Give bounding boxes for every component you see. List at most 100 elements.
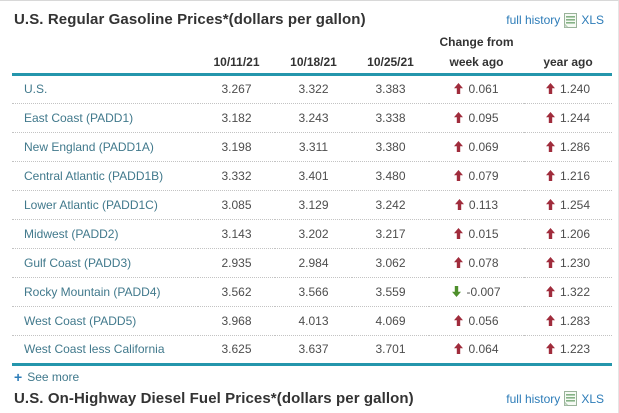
price-value-cell: 3.129 [298, 197, 329, 212]
up-arrow-icon [454, 169, 464, 181]
xls-file-icon[interactable] [564, 391, 578, 406]
price-value-cell: 2.984 [298, 255, 329, 270]
week-change-value: 0.015 [468, 226, 499, 241]
gas-header-bar: U.S. Regular Gasoline Prices*(dollars pe… [12, 9, 606, 30]
price-value-cell: 3.701 [375, 342, 406, 356]
price-value-cell: 3.637 [298, 342, 329, 356]
year-change-cell: 1.230 [524, 248, 612, 277]
table-row: Central Atlantic (PADD1B) 3.332 3.401 3.480… [12, 161, 612, 190]
table-row: Gulf Coast (PADD3) 2.935 2.984 3.062 0.078 1.… [12, 248, 612, 277]
up-arrow-icon [454, 256, 464, 268]
xls-file-icon[interactable] [564, 12, 578, 28]
price-value-cell: 3.332 [221, 168, 252, 183]
week-ago-column-header: week ago [449, 55, 504, 70]
region-link[interactable]: West Coast (PADD5) [24, 313, 137, 328]
region-link[interactable]: West Coast less California [24, 342, 165, 356]
week-change-cell: 0.015 [429, 219, 524, 248]
plus-icon: + [14, 368, 23, 385]
up-arrow-icon [545, 227, 555, 239]
up-arrow-icon [545, 314, 555, 326]
table-row: New England (PADD1A) 3.198 3.311 3.380 0.069… [12, 132, 612, 161]
region-link[interactable]: Gulf Coast (PADD3) [24, 255, 132, 270]
region-label-cell: East Coast (PADD1) [12, 103, 198, 132]
up-arrow-icon [454, 111, 464, 123]
column-header-row: 10/11/21 10/18/21 10/25/21 week ago year… [12, 52, 612, 74]
year-change-cell: 1.283 [524, 306, 612, 335]
region-link[interactable]: East Coast (PADD1) [24, 110, 134, 125]
date-column-header: 10/11/21 [213, 55, 260, 70]
gas-xls-link[interactable]: XLS [581, 13, 604, 27]
year-change-cell: 1.244 [524, 103, 612, 132]
year-ago-column-header: year ago [543, 55, 593, 70]
up-arrow-icon [545, 285, 555, 297]
week-change-cell: 0.064 [429, 335, 524, 364]
price-value-cell: 3.968 [221, 313, 252, 328]
year-change-value: 1.230 [559, 255, 591, 270]
week-change-value: 0.069 [468, 139, 499, 154]
price-value-cell: 4.069 [375, 313, 406, 328]
diesel-header-bar: U.S. On-Highway Diesel Fuel Prices*(doll… [12, 388, 606, 409]
change-from-label: Change from [439, 35, 514, 49]
price-value-cell: 3.062 [375, 255, 406, 270]
price-value-cell: 3.202 [298, 226, 329, 241]
price-value-cell: 3.198 [221, 139, 252, 154]
week-change-cell: 0.061 [429, 74, 524, 103]
region-label-cell: West Coast (PADD5) [12, 306, 198, 335]
region-link[interactable]: New England (PADD1A) [24, 139, 154, 154]
gas-full-history-link[interactable]: full history [506, 13, 561, 27]
table-row: East Coast (PADD1) 3.182 3.243 3.338 0.095 1.… [12, 103, 612, 132]
price-value-cell: 2.935 [221, 255, 252, 270]
region-label-cell: Central Atlantic (PADD1B) [12, 161, 198, 190]
region-label-cell: Rocky Mountain (PADD4) [12, 277, 198, 306]
region-link[interactable]: Rocky Mountain (PADD4) [24, 284, 161, 299]
price-value-cell: 3.383 [375, 82, 406, 96]
price-value-cell: 3.085 [221, 197, 252, 212]
year-change-cell: 1.254 [524, 190, 612, 219]
diesel-links: full history XLS [506, 391, 604, 406]
week-change-value: 0.095 [468, 110, 499, 125]
region-link[interactable]: Midwest (PADD2) [24, 226, 119, 241]
up-arrow-icon [454, 198, 464, 210]
year-change-value: 1.240 [559, 82, 591, 96]
price-value-cell: 3.401 [298, 168, 329, 183]
up-arrow-icon [545, 140, 555, 152]
year-change-cell: 1.322 [524, 277, 612, 306]
year-change-cell: 1.223 [524, 335, 612, 364]
up-arrow-icon [545, 83, 555, 94]
up-arrow-icon [454, 83, 464, 94]
price-value-cell: 3.311 [298, 139, 329, 154]
week-change-value: 0.056 [468, 313, 499, 328]
year-change-cell: 1.240 [524, 74, 612, 103]
see-more-label: See more [27, 369, 80, 384]
week-change-value: -0.007 [466, 284, 501, 299]
price-value-cell: 3.182 [221, 110, 252, 125]
table-row: Rocky Mountain (PADD4) 3.562 3.566 3.559 -0.… [12, 277, 612, 306]
table-row: U.S. 3.267 3.322 3.383 0.061 1.240 [12, 74, 612, 103]
diesel-full-history-link[interactable]: full history [506, 391, 561, 406]
region-label-cell: Lower Atlantic (PADD1C) [12, 190, 198, 219]
see-more-button[interactable]: + See more [12, 366, 122, 387]
week-change-cell: 0.079 [429, 161, 524, 190]
table-row: Midwest (PADD2) 3.143 3.202 3.217 0.015 1.206 [12, 219, 612, 248]
year-change-value: 1.322 [559, 284, 591, 299]
region-label-cell: West Coast less California [12, 335, 198, 364]
week-change-value: 0.113 [468, 197, 499, 212]
gas-table-title: U.S. Regular Gasoline Prices*(dollars pe… [14, 11, 366, 28]
price-value-cell: 3.559 [375, 284, 406, 299]
up-arrow-icon [454, 343, 464, 354]
date-column-header: 10/18/21 [290, 55, 337, 70]
table-row: West Coast less California 3.625 3.637 3.70… [12, 335, 612, 364]
price-value-cell: 3.243 [298, 110, 329, 125]
diesel-xls-link[interactable]: XLS [581, 391, 604, 406]
region-link[interactable]: Lower Atlantic (PADD1C) [24, 197, 158, 212]
region-column-header [12, 52, 198, 74]
week-change-cell: 0.113 [429, 190, 524, 219]
region-label-cell: U.S. [12, 74, 198, 103]
price-value-cell: 3.562 [221, 284, 252, 299]
region-link[interactable]: Central Atlantic (PADD1B) [24, 168, 164, 183]
price-value-cell: 3.380 [375, 139, 406, 154]
year-change-cell: 1.216 [524, 161, 612, 190]
price-value-cell: 3.338 [375, 110, 406, 125]
region-link[interactable]: U.S. [24, 82, 48, 96]
year-change-cell: 1.206 [524, 219, 612, 248]
